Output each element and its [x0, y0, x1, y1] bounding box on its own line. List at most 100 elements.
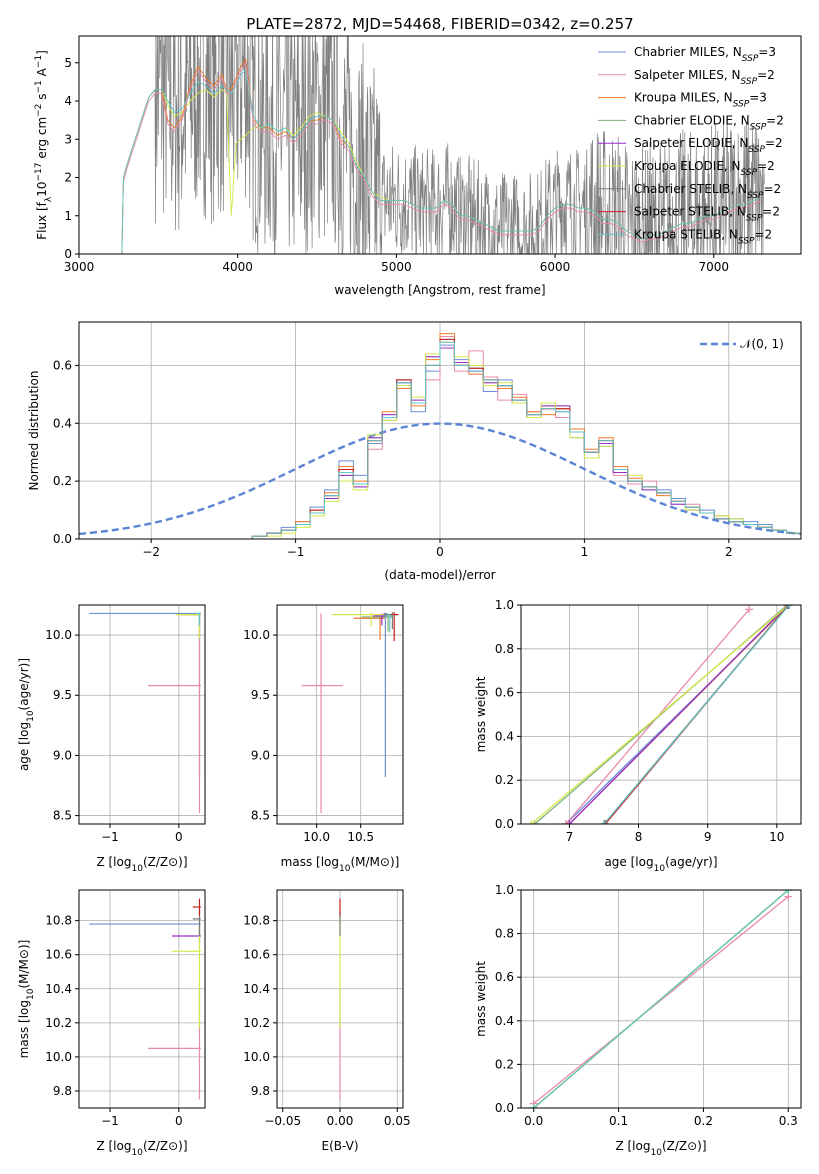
y-axis-label-part: mass [log: [17, 1000, 31, 1058]
legend-entry-sub: SSP: [741, 168, 758, 178]
y-axis-label-part: −17: [34, 163, 44, 182]
x-tick-label: 0.00: [327, 1114, 354, 1128]
legend-entry-sub: SSP: [738, 236, 755, 246]
mass-vs-z-axes: −1 09.810.010.210.410.610.8Z [log10(Z/Z⊙)…: [17, 889, 206, 1158]
x-tick-label: 0: [436, 545, 444, 559]
y-tick-label: 9.8: [53, 1084, 72, 1098]
y-tick-label: 10.0: [45, 1050, 72, 1064]
x-axis-label-part: Z [log: [615, 1139, 650, 1153]
legend-entry: Salpeter ELODIE, NSSP=2: [634, 136, 783, 155]
y-tick-label: 0.4: [495, 1014, 514, 1028]
y-tick-label: 0.6: [495, 686, 514, 700]
y-tick-label: 0.2: [495, 773, 514, 787]
residuals-axes-plot-area: [79, 333, 801, 539]
x-tick-label: 2: [725, 545, 733, 559]
spectrum-axes: 3000 4000 5000 6000 7000 0 1 2 3 4 5 wavelength [An…: [34, 35, 802, 297]
x-axis-label: E(B-V): [321, 1139, 358, 1153]
histogram-step: [251, 338, 801, 539]
observed-spectrum: [110, 36, 765, 254]
legend-entry-sub: SSP: [748, 145, 765, 155]
point-marker: [784, 890, 793, 894]
x-tick-label: 7000: [698, 260, 729, 274]
x-tick-label: 10.0: [303, 830, 330, 844]
x-tick-label: 1: [581, 545, 589, 559]
y-axis-label-part: A: [35, 67, 49, 80]
y-tick-label: 10.0: [243, 628, 270, 642]
legend-entry-text: =2: [765, 136, 783, 150]
residuals-axes: −2 −1 0 1 2 0.0 0.2 0.4 0.6 (data-model)/error Nor…: [27, 321, 802, 582]
y-tick-label: 9.8: [251, 1084, 270, 1098]
y-tick-label: 5: [64, 56, 72, 70]
legend-entry-sub: SSP: [733, 100, 750, 110]
y-axis-label: mass [log10(M/M⊙)]: [17, 940, 36, 1059]
cumulative-line: [533, 890, 789, 1108]
point-marker: [783, 605, 792, 609]
x-axis-label-part: Z [log: [96, 855, 131, 869]
y-tick-label: 0.6: [495, 970, 514, 984]
y-axis-label-part: (M/M⊙)]: [17, 940, 31, 989]
x-tick-label: 7: [566, 830, 574, 844]
point-marker: [529, 1104, 538, 1108]
x-tick-label: 10: [769, 830, 784, 844]
x-tick-label: 0.3: [779, 1114, 798, 1128]
y-axis-label-part: 10: [26, 710, 36, 722]
age-vs-z-axes-frame: [78, 604, 206, 825]
y-tick-label: 10.8: [243, 914, 270, 928]
y-tick-label: 9.0: [53, 748, 72, 762]
z-cumulative-axes: 0.0 0.1 0.2 0.3 0.0 0.2 0.4 0.6 0.8 1.0 Z [log10(Z…: [474, 883, 802, 1158]
cumulative-line: [568, 605, 789, 824]
legend-entry-sub: SSP: [747, 191, 764, 201]
y-axis-label-part: age [log: [17, 722, 31, 771]
y-axis-label-part: 10: [35, 182, 49, 197]
z-cumulative-axes-plot-area: [529, 890, 793, 1108]
x-axis-label-part: 10: [650, 1148, 662, 1158]
x-tick-label: 10.5: [347, 830, 374, 844]
legend-entry-text: Kroupa ELODIE, N: [634, 159, 741, 173]
histogram-step: [251, 344, 801, 539]
y-tick-label: 1.0: [495, 598, 514, 612]
spectrum-axes-frame: [78, 35, 802, 255]
y-tick-label: 0.0: [495, 817, 514, 831]
z-cumulative-axes-frame: [520, 889, 802, 1109]
y-tick-label: 8.5: [53, 809, 72, 823]
y-axis-label-part: 10: [26, 988, 36, 1000]
x-tick-label: 3000: [64, 260, 95, 274]
legend-entry-text: Chabrier MILES, N: [634, 45, 742, 59]
legend-entry: Chabrier MILES, NSSP=3: [634, 45, 776, 64]
y-tick-label: 3: [64, 132, 72, 146]
x-axis-label-part: age [log: [604, 855, 653, 869]
histogram-step: [251, 335, 801, 539]
y-tick-label: 0.6: [53, 358, 72, 372]
legend-entry: Salpeter MILES, NSSP=2: [634, 68, 775, 87]
legend-entry-text: =2: [757, 159, 775, 173]
y-tick-label: 0.4: [53, 416, 72, 430]
cumulative-line: [533, 896, 789, 1105]
y-axis-label-part: −2: [34, 104, 44, 117]
x-axis-label: age [log10(age/yr)]: [604, 855, 717, 874]
y-tick-label: 10.2: [45, 1016, 72, 1030]
figure-title: PLATE=2872, MJD=54468, FIBERID=0342, z=0…: [246, 15, 633, 33]
legend-entry-text: Salpeter STELIB, N: [634, 205, 746, 219]
y-tick-label: 10.2: [243, 1016, 270, 1030]
y-tick-label: 9.5: [251, 688, 270, 702]
y-axis-label-part: ]: [35, 50, 49, 55]
y-axis-label: age [log10(age/yr)]: [17, 658, 36, 771]
y-axis-label: mass weight: [474, 676, 488, 752]
legend-entry-text: Chabrier STELIB, N: [634, 182, 747, 196]
y-axis-label-part: erg cm: [35, 117, 49, 163]
x-tick-label: −2: [142, 545, 160, 559]
y-tick-label: 10.0: [45, 628, 72, 642]
y-tick-label: 8.5: [251, 809, 270, 823]
x-tick-label: 4000: [222, 260, 253, 274]
x-tick-label: 6000: [540, 260, 571, 274]
y-axis-label-part: Flux [f: [35, 201, 49, 239]
age-vs-z-axes-plot-area: [89, 612, 201, 814]
age-vs-mass-axes-plot-area: [301, 612, 399, 814]
x-axis-label-part: (M/M⊙)]: [350, 855, 399, 869]
legend-entry-text: =3: [758, 45, 776, 59]
x-axis-label-part: Z [log: [96, 1139, 131, 1153]
legend-entry: Kroupa MILES, NSSP=3: [634, 91, 767, 110]
mass-vs-ebv-axes: −0.05 0.00 0.05 9.8 10.0 10.2 10.4 10.6 10.8 E(B-…: [243, 889, 411, 1153]
y-axis-label-part: s: [35, 94, 49, 104]
legend-entry-sub: SSP: [741, 77, 758, 87]
